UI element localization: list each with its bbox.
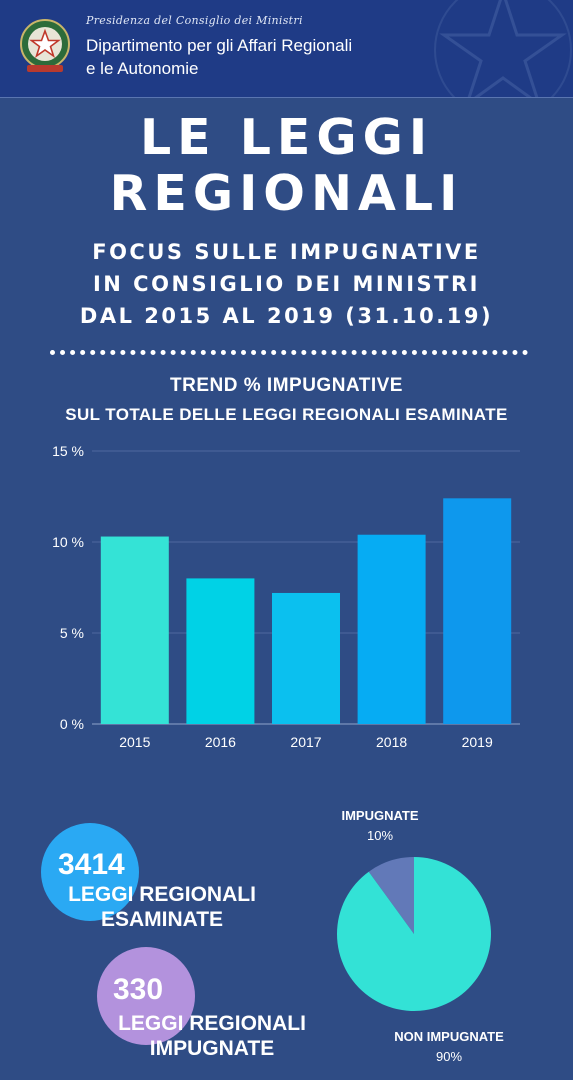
chart-subtitle: SUL TOTALE DELLE LEGGI REGIONALI ESAMINA… (65, 405, 508, 424)
page-subtitle: FOCUS SULLE IMPUGNATIVE IN CONSIGLIO DEI… (0, 236, 573, 332)
bar-chart: 0 % 5 % 10 % 15 % 2015 2016 2017 2018 2019 (52, 443, 520, 750)
y-tick-label: 15 % (52, 443, 84, 459)
challenged-count: 330 (113, 973, 164, 1006)
y-tick-label: 5 % (60, 625, 84, 641)
x-tick-label: 2017 (290, 734, 321, 750)
chart-title: TREND % IMPUGNATIVE (170, 375, 403, 396)
title-line-2: REGIONALI (109, 165, 464, 222)
title-line-1: LE LEGGI (139, 109, 434, 166)
pie-slice-0 (368, 857, 414, 934)
examined-circle (41, 823, 139, 921)
x-tick-label: 2019 (462, 734, 493, 750)
department-line-2: e le Autonomie (86, 59, 199, 78)
examined-count: 3414 (58, 848, 125, 881)
pie-label: IMPUGNATE (341, 808, 418, 823)
page-title: LE LEGGI REGIONALI (0, 110, 573, 222)
x-tick-label: 2016 (205, 734, 236, 750)
challenged-label: LEGGI REGIONALI IMPUGNATE (102, 1011, 322, 1061)
x-tick-label: 2018 (376, 734, 407, 750)
subtitle-line-3: DAL 2015 AL 2019 (31.10.19) (79, 304, 494, 328)
department-line-1: Dipartimento per gli Affari Regionali (86, 36, 353, 55)
pie-value-label: 10% (367, 828, 393, 843)
examined-label-line-1: LEGGI REGIONALI (68, 883, 256, 906)
dotted-divider (50, 350, 528, 355)
pie-slice-1 (337, 857, 491, 1011)
presidency-label: Presidenza del Consiglio dei Ministri (86, 14, 303, 27)
examined-label-line-2: ESAMINATE (100, 908, 224, 931)
pie-value-label: 90% (436, 1049, 462, 1064)
department-name: Dipartimento per gli Affari Regionali e … (86, 34, 386, 80)
challenged-circle (97, 947, 195, 1045)
bar-2019 (443, 498, 512, 724)
bar-2016 (186, 578, 255, 724)
header-banner: Presidenza del Consiglio dei Ministri Di… (0, 0, 573, 98)
x-tick-label: 2015 (119, 734, 150, 750)
subtitle-line-1: FOCUS SULLE IMPUGNATIVE (92, 240, 481, 264)
pie-label: NON IMPUGNATE (394, 1029, 504, 1044)
y-tick-label: 0 % (60, 716, 84, 732)
republic-emblem-icon (20, 19, 70, 72)
bar-2018 (357, 534, 426, 724)
bar-2017 (272, 592, 340, 724)
pie-chart: IMPUGNATE 10% NON IMPUGNATE 90% (337, 808, 504, 1064)
challenged-label-line-1: LEGGI REGIONALI (118, 1012, 306, 1035)
challenged-label-line-2: IMPUGNATE (149, 1037, 275, 1060)
star-watermark-icon (434, 0, 572, 97)
y-tick-label: 10 % (52, 534, 84, 550)
examined-label: LEGGI REGIONALI ESAMINATE (52, 882, 272, 932)
bar-2015 (100, 536, 169, 724)
subtitle-line-2: IN CONSIGLIO DEI MINISTRI (92, 272, 480, 296)
